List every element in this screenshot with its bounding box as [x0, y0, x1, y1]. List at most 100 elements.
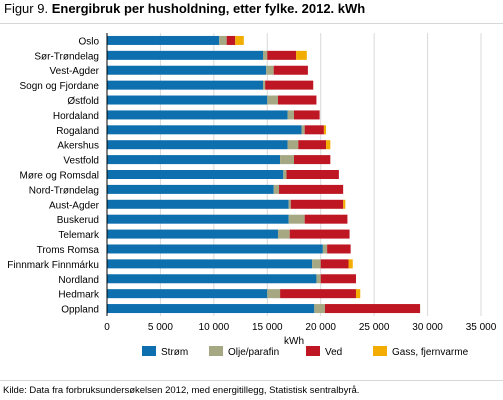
x-tick-label: 5 000	[148, 322, 173, 333]
bar-segment	[107, 50, 264, 60]
bar-segment	[301, 125, 305, 135]
bar-segment	[323, 125, 327, 135]
bar-segment	[107, 214, 289, 224]
bar-segment	[287, 140, 299, 150]
bar-segment	[107, 65, 267, 75]
bar-segment	[107, 304, 315, 314]
category-label: Oppland	[61, 305, 99, 316]
legend-swatch	[373, 346, 387, 356]
bar-segment	[266, 65, 274, 75]
bar-segment	[316, 274, 321, 284]
category-label: Nordland	[58, 275, 99, 286]
x-tick-label: 25 000	[359, 322, 390, 333]
bar-segment	[277, 95, 317, 105]
bar-segment	[304, 214, 348, 224]
bar-segment	[107, 110, 288, 120]
figure-title: Figur 9. Energibruk per husholdning, ett…	[4, 1, 365, 16]
x-tick-label: 15 000	[252, 322, 283, 333]
legend-label: Olje/parafin	[228, 347, 279, 358]
bar-segment	[280, 155, 294, 165]
bar-segment	[235, 35, 244, 45]
category-label: Møre og Romsdal	[20, 171, 99, 182]
bar-segment	[298, 140, 327, 150]
bar-segment	[280, 289, 356, 299]
bar-segment	[107, 155, 281, 165]
bar-segment	[296, 50, 307, 60]
category-label: Oslo	[78, 36, 99, 47]
category-label: Vestfold	[63, 156, 99, 167]
chart-area: Oslo Sør-Trøndelag Vest-Agder Sogn og Fjord…	[0, 23, 503, 381]
category-label: Buskerud	[57, 215, 99, 226]
bar-segment	[107, 259, 313, 269]
bar-segment	[107, 35, 220, 45]
bar-segment	[348, 259, 353, 269]
category-label: Sogn og Fjordane	[19, 81, 99, 92]
figure-number: Figur 9.	[4, 1, 49, 16]
bar-segment	[107, 125, 302, 135]
legend-swatch	[142, 346, 156, 356]
x-axis-label: kWh	[284, 336, 304, 347]
category-label: Hedmark	[58, 290, 100, 301]
stacked-bar-chart: Oslo Sør-Trøndelag Vest-Agder Sogn og Fjord…	[7, 33, 497, 358]
bar-segment	[322, 244, 328, 254]
bar-segment	[283, 170, 287, 179]
category-label: Sør-Trøndelag	[34, 51, 99, 62]
bar-segment	[273, 184, 280, 194]
category-label: Telemark	[58, 230, 100, 241]
bar-segment	[265, 80, 314, 90]
bar-segment	[107, 95, 268, 105]
bar-segment	[107, 229, 278, 239]
category-label: Hordaland	[53, 111, 99, 122]
bar-segment	[290, 199, 344, 209]
figure-title-text: Energibruk per husholdning, etter fylke.…	[51, 1, 366, 16]
category-label: Vest-Agder	[50, 66, 100, 77]
bar-segment	[304, 125, 324, 135]
x-tick-label: 35 000	[466, 322, 497, 333]
bar-segment	[288, 199, 291, 209]
legend-label: Gass, fjernvarme	[392, 347, 469, 358]
bar-segment	[267, 289, 281, 299]
bar-segment	[355, 289, 361, 299]
bar-segment	[267, 95, 278, 105]
bar-segment	[226, 35, 236, 45]
x-tick-label: 20 000	[305, 322, 336, 333]
bar-segment	[267, 50, 297, 60]
bar-segment	[107, 80, 264, 90]
category-label: Nord-Trøndelag	[29, 185, 99, 196]
category-label: Østfold	[67, 96, 99, 107]
bar-segment	[314, 304, 325, 314]
category-label: Finnmark Finnmárku	[7, 260, 99, 271]
bar-segment	[343, 199, 346, 209]
bar-segment	[107, 289, 268, 299]
category-label: Aust-Agder	[49, 200, 100, 211]
bar-segment	[277, 229, 290, 239]
legend-swatch	[306, 346, 320, 356]
bar-segment	[320, 274, 356, 284]
bar-segment	[286, 170, 339, 179]
source-note: Kilde: Data fra forbruksundersøkelsen 20…	[3, 385, 360, 396]
bar-segment	[327, 244, 351, 254]
bar-segment	[273, 65, 308, 75]
category-label: Troms Romsa	[37, 245, 100, 256]
bar-segment	[289, 229, 350, 239]
bar-segment	[107, 184, 274, 194]
legend-label: Ved	[325, 347, 342, 358]
bar-segment	[279, 184, 344, 194]
bar-segment	[324, 304, 421, 314]
bar-segment	[107, 274, 317, 284]
bar-segment	[107, 170, 284, 179]
bar-segment	[288, 214, 305, 224]
bar-segment	[107, 140, 288, 150]
bar-segment	[263, 80, 266, 90]
bar-segment	[107, 199, 289, 209]
bar-segment	[263, 50, 268, 60]
x-tick-label: 0	[104, 322, 110, 333]
bar-segment	[294, 155, 331, 165]
bar-segment	[326, 140, 331, 150]
legend-label: Strøm	[161, 347, 188, 358]
bar-segment	[107, 244, 323, 254]
bar-segment	[320, 259, 349, 269]
legend-swatch	[209, 346, 223, 356]
bar-segment	[312, 259, 321, 269]
